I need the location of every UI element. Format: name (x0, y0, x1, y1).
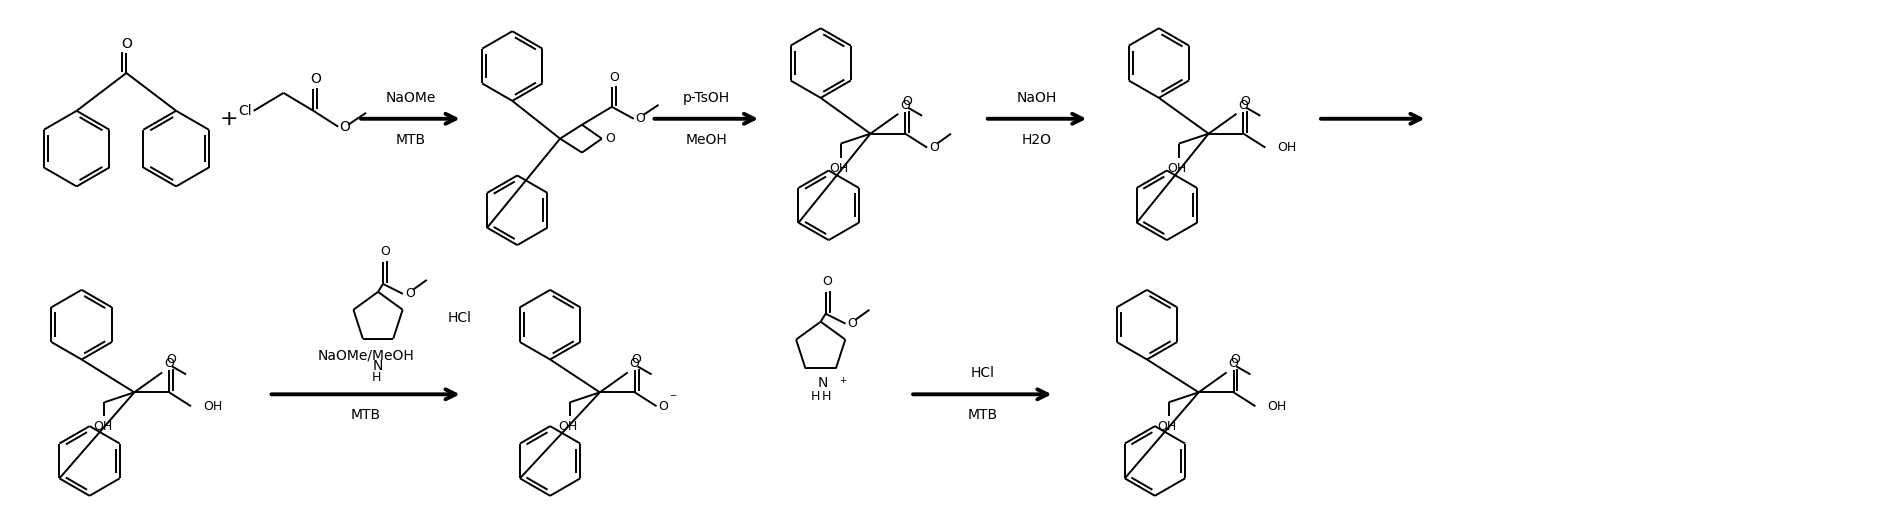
Text: H2O: H2O (1022, 133, 1052, 147)
Text: Cl: Cl (238, 104, 251, 118)
Text: O: O (609, 71, 618, 84)
Text: NaOMe/MeOH: NaOMe/MeOH (318, 348, 415, 363)
Text: NaOH: NaOH (1016, 91, 1058, 105)
Text: O: O (339, 120, 350, 134)
Text: O: O (900, 99, 910, 112)
Text: O: O (1229, 357, 1239, 371)
Text: O: O (630, 357, 639, 371)
Text: HCl: HCl (447, 310, 472, 325)
Text: OH: OH (1277, 141, 1296, 154)
Text: N: N (373, 359, 383, 373)
Text: O: O (1241, 95, 1250, 108)
Text: MTB: MTB (396, 133, 426, 147)
Text: MTB: MTB (967, 408, 997, 422)
Text: O: O (929, 141, 938, 154)
Text: O: O (605, 132, 615, 145)
Text: p-TsOH: p-TsOH (683, 91, 731, 105)
Text: MTB: MTB (350, 408, 381, 422)
Text: O: O (381, 245, 390, 258)
Text: O: O (1239, 99, 1248, 112)
Text: O: O (166, 353, 177, 366)
Text: OH: OH (204, 400, 223, 413)
Text: H: H (822, 390, 832, 403)
Text: MeOH: MeOH (685, 133, 727, 147)
Text: OH: OH (830, 162, 849, 175)
Text: OH: OH (93, 420, 112, 433)
Text: $^-$: $^-$ (668, 392, 679, 405)
Text: OH: OH (1267, 400, 1286, 413)
Text: O: O (902, 95, 912, 108)
Text: O: O (847, 317, 858, 330)
Text: O: O (636, 112, 645, 125)
Text: $^+$: $^+$ (837, 376, 849, 390)
Text: OH: OH (1167, 162, 1186, 175)
Text: OH: OH (1157, 420, 1176, 433)
Text: O: O (164, 357, 173, 371)
Text: O: O (632, 353, 641, 366)
Text: O: O (405, 287, 415, 300)
Text: NaOMe: NaOMe (384, 91, 436, 105)
Text: O: O (822, 275, 834, 288)
Text: HCl: HCl (971, 366, 995, 380)
Text: O: O (310, 72, 322, 86)
Text: H: H (811, 390, 820, 403)
Text: O: O (658, 400, 668, 413)
Text: +: + (219, 109, 238, 129)
Text: N: N (818, 376, 828, 390)
Text: O: O (1231, 353, 1241, 366)
Text: H: H (371, 372, 381, 384)
Text: OH: OH (558, 420, 579, 433)
Text: O: O (122, 37, 131, 51)
